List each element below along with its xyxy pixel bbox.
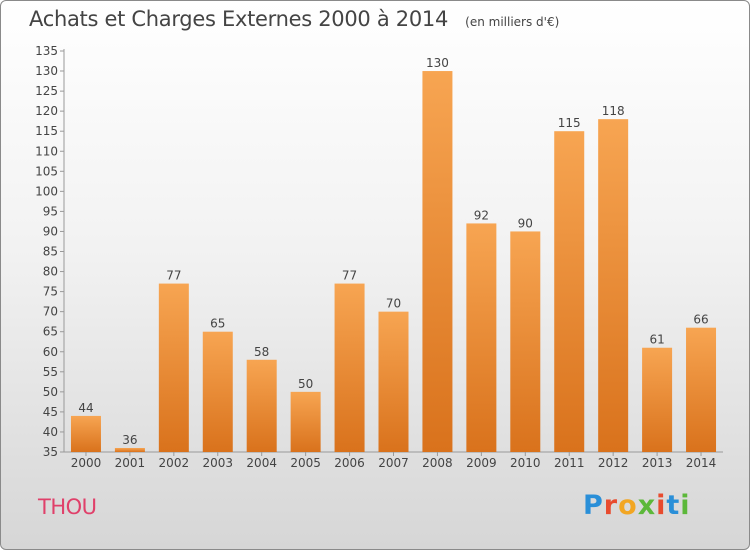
x-tick-label: 2003 — [202, 456, 233, 470]
x-tick-label: 2008 — [422, 456, 453, 470]
logo-letter: i — [680, 490, 691, 521]
x-tick-label: 2005 — [290, 456, 321, 470]
chart-title: Achats et Charges Externes 2000 à 2014 — [29, 7, 449, 31]
y-tick-label: 80 — [43, 265, 58, 279]
y-tick-label: 70 — [43, 305, 58, 319]
data-label: 70 — [386, 297, 401, 311]
bar — [466, 223, 497, 452]
logo-letter: r — [603, 490, 619, 521]
data-label: 77 — [342, 269, 357, 283]
data-label: 36 — [122, 433, 137, 447]
bar — [202, 331, 233, 452]
data-label: 44 — [78, 401, 93, 415]
bar — [158, 283, 189, 452]
bar — [290, 391, 321, 452]
x-tick-label: 2013 — [642, 456, 673, 470]
bar — [246, 359, 277, 452]
y-tick-label: 45 — [43, 405, 58, 419]
logo-letter: x — [637, 490, 657, 521]
bar — [510, 231, 541, 452]
logo-letter: P — [583, 490, 604, 521]
chart-unit-note: (en milliers d'€) — [465, 15, 560, 29]
bar — [334, 283, 365, 452]
y-tick-label: 125 — [35, 84, 58, 98]
x-tick-label: 2011 — [554, 456, 585, 470]
commune-name: THOU — [38, 495, 97, 519]
y-tick-label: 60 — [43, 345, 58, 359]
x-tick-label: 2014 — [686, 456, 717, 470]
x-tick-label: 2007 — [378, 456, 409, 470]
logo-letter: o — [618, 490, 638, 521]
y-tick-label: 95 — [43, 204, 58, 218]
bar — [378, 311, 409, 452]
y-tick-label: 120 — [35, 104, 58, 118]
bar — [686, 327, 717, 452]
y-tick-label: 110 — [35, 144, 58, 158]
x-tick-label: 2009 — [466, 456, 497, 470]
y-tick-label: 75 — [43, 285, 58, 299]
y-tick-label: 85 — [43, 245, 58, 259]
y-tick-label: 90 — [43, 224, 58, 238]
bar — [598, 119, 629, 453]
y-tick-label: 55 — [43, 365, 58, 379]
x-tick-label: 2002 — [159, 456, 190, 470]
y-tick-label: 130 — [35, 64, 58, 78]
data-label: 50 — [298, 377, 313, 391]
data-label: 92 — [474, 208, 489, 222]
x-tick-label: 2010 — [510, 456, 541, 470]
y-tick-label: 35 — [43, 445, 58, 459]
data-label: 66 — [693, 313, 708, 327]
data-label: 77 — [166, 269, 181, 283]
y-tick-label: 65 — [43, 325, 58, 339]
x-tick-label: 2004 — [246, 456, 277, 470]
y-tick-label: 135 — [35, 44, 58, 58]
data-label: 90 — [518, 216, 533, 230]
data-label: 130 — [426, 56, 449, 70]
y-tick-label: 50 — [43, 385, 58, 399]
data-label: 58 — [254, 345, 269, 359]
y-tick-label: 40 — [43, 425, 58, 439]
data-label: 65 — [210, 317, 225, 331]
bar — [422, 71, 453, 453]
y-tick-label: 115 — [35, 124, 58, 138]
bar — [114, 447, 145, 452]
data-label: 61 — [649, 333, 664, 347]
y-tick-label: 100 — [35, 184, 58, 198]
proxiti-logo: Proxiti — [583, 490, 691, 521]
bar — [554, 131, 585, 452]
bar — [642, 347, 673, 452]
bar — [70, 415, 101, 452]
x-tick-label: 2000 — [71, 456, 102, 470]
x-tick-label: 2012 — [598, 456, 629, 470]
data-label: 115 — [558, 116, 581, 130]
x-tick-label: 2006 — [334, 456, 365, 470]
logo-letter: t — [666, 490, 681, 521]
y-tick-label: 105 — [35, 164, 58, 178]
chart-title-block: Achats et Charges Externes 2000 à 2014 (… — [29, 7, 559, 31]
logo-letter: i — [656, 490, 667, 521]
data-label: 118 — [602, 104, 625, 118]
x-tick-label: 2001 — [115, 456, 146, 470]
